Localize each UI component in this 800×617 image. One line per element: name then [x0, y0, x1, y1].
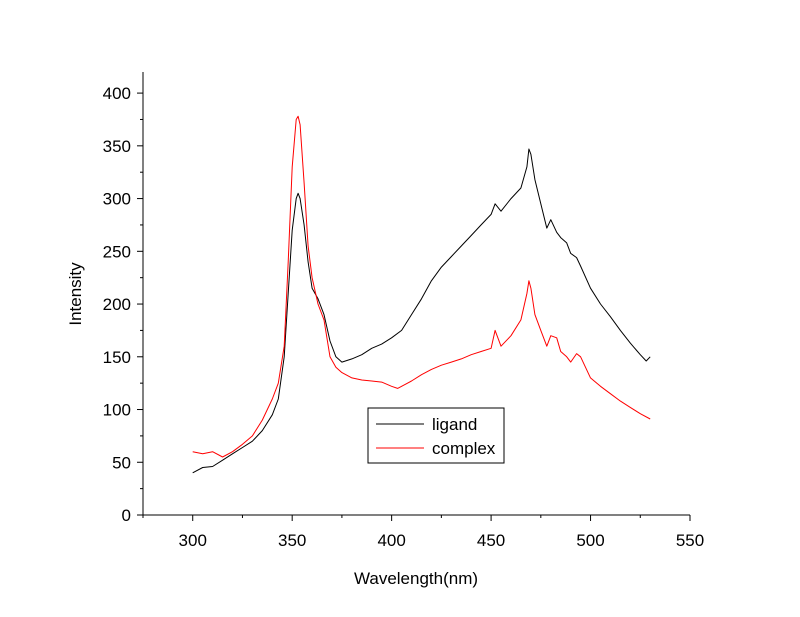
y-tick-label: 400	[103, 84, 131, 103]
x-axis-title: Wavelength(nm)	[354, 569, 478, 588]
x-tick-label: 300	[179, 531, 207, 550]
y-tick-label: 50	[112, 453, 131, 472]
legend-label-complex: complex	[432, 439, 496, 458]
legend: ligand complex	[367, 407, 505, 464]
y-tick-label: 250	[103, 242, 131, 261]
y-tick-label: 350	[103, 137, 131, 156]
series-line-complex	[192, 115, 651, 458]
x-tick-label: 550	[676, 531, 704, 550]
x-tick-label: 450	[477, 531, 505, 550]
y-tick-label: 200	[103, 295, 131, 314]
y-tick-label: 100	[103, 401, 131, 420]
legend-box	[367, 407, 505, 464]
x-axis-ticks: 300 350 400 450 500 550	[142, 515, 704, 550]
y-axis-ticks: 0 50 100 150 200 250 300 350 400	[103, 84, 143, 525]
y-axis-title: Intensity	[66, 262, 85, 326]
x-tick-label: 500	[576, 531, 604, 550]
y-tick-label: 300	[103, 190, 131, 209]
series-line-ligand	[192, 148, 651, 474]
y-tick-label: 0	[122, 506, 131, 525]
y-tick-label: 150	[103, 348, 131, 367]
x-tick-label: 350	[278, 531, 306, 550]
x-tick-label: 400	[377, 531, 405, 550]
series-layer	[192, 115, 651, 474]
legend-label-ligand: ligand	[432, 415, 477, 434]
